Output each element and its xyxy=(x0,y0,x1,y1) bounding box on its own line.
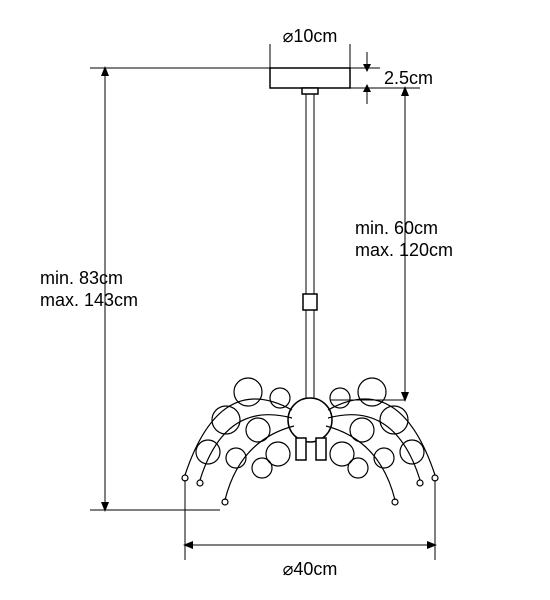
rod xyxy=(303,94,317,400)
canopy-diameter-dim: ⌀10cm xyxy=(270,26,350,68)
fixture-diameter-dim: ⌀40cm xyxy=(183,480,437,579)
overall-height-dim: min. 83cm max. 143cm xyxy=(40,66,270,512)
canopy-diameter-label: ⌀10cm xyxy=(283,26,338,46)
canopy-height-dim: 2.5cm xyxy=(350,52,433,104)
fixture-diameter-label: ⌀40cm xyxy=(283,559,338,579)
rod-max-label: max. 120cm xyxy=(355,240,453,260)
overall-min-label: min. 83cm xyxy=(40,268,123,288)
overall-max-label: max. 143cm xyxy=(40,290,138,310)
canopy-height-label: 2.5cm xyxy=(384,68,433,88)
pendant-fixture xyxy=(182,378,438,505)
canopy xyxy=(270,68,350,94)
dimension-diagram: ⌀10cm 2.5cm min. 60cm max. 120cm min. 83… xyxy=(0,0,550,600)
rod-length-dim: min. 60cm max. 120cm xyxy=(330,86,453,402)
rod-min-label: min. 60cm xyxy=(355,218,438,238)
